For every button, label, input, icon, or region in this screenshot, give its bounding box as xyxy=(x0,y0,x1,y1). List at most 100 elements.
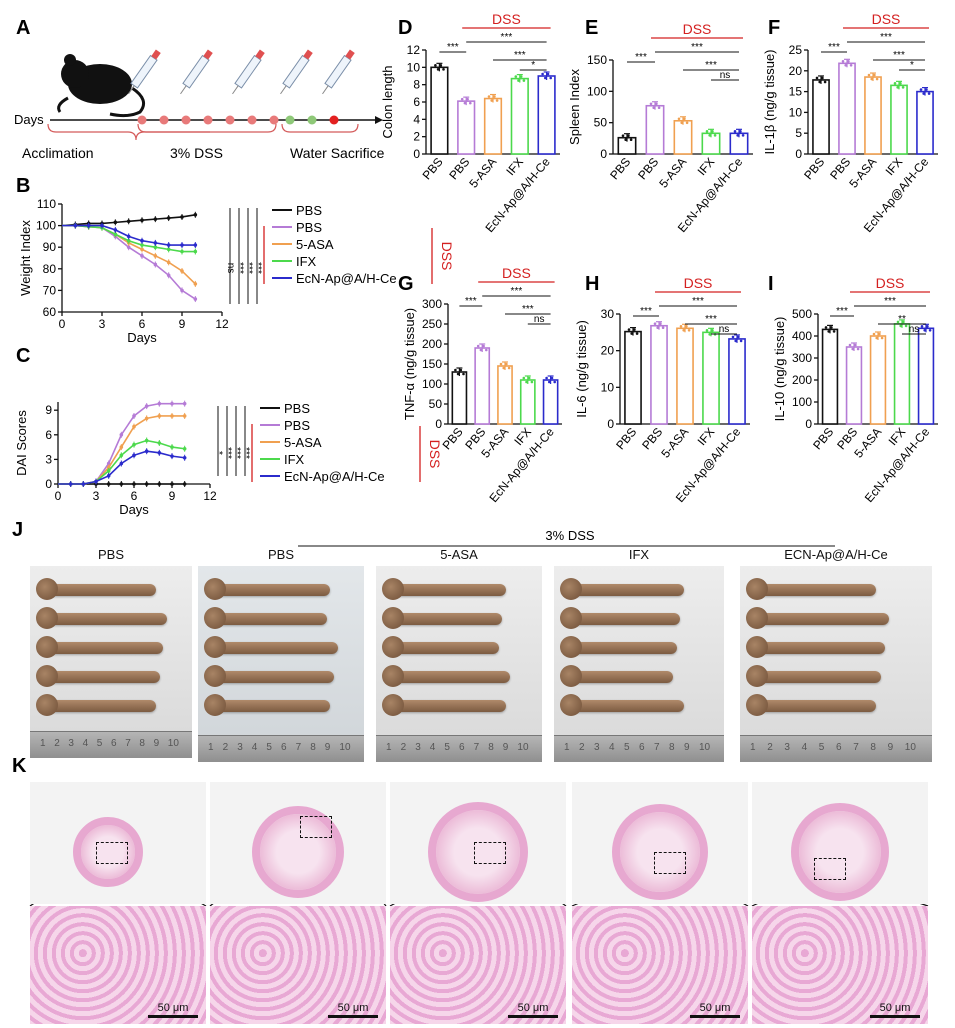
legend-label: PBS xyxy=(296,220,322,235)
panel-i-label: I xyxy=(768,273,774,295)
histology-zoom: 50 μm xyxy=(210,906,386,1024)
bar xyxy=(864,76,882,155)
ruler-digit: 4 xyxy=(609,742,615,753)
sig-label: *** xyxy=(640,306,652,317)
j-dss-label: 3% DSS xyxy=(545,528,594,543)
data-point xyxy=(193,282,198,286)
scale-bar-line xyxy=(690,1015,740,1018)
scale-bar-line xyxy=(148,1015,198,1018)
panel-a: A Days Acclimation 3% DSS Water Sacrific… xyxy=(14,17,385,161)
y-tick-label: 0 xyxy=(413,147,420,161)
data-point xyxy=(476,344,480,348)
bar xyxy=(838,62,856,155)
ruler-digit: 10 xyxy=(167,738,179,749)
zoom-box xyxy=(300,816,332,838)
data-point xyxy=(502,366,506,370)
data-point xyxy=(126,219,131,224)
data-point xyxy=(166,260,171,265)
data-point xyxy=(507,366,511,370)
data-point xyxy=(741,134,745,137)
timeline-dot xyxy=(329,115,339,125)
data-point xyxy=(549,76,552,80)
dss-label: DSS xyxy=(684,275,713,291)
colon-cross-section xyxy=(252,806,344,898)
data-point xyxy=(153,245,158,249)
colon-cecum xyxy=(204,578,226,600)
ruler-digit: 7 xyxy=(295,742,302,753)
bar xyxy=(673,119,693,155)
ruler-digit: 3 xyxy=(594,742,600,753)
sig-label: *** xyxy=(893,50,905,61)
data-point xyxy=(904,324,908,328)
colon-cecum xyxy=(560,694,582,716)
scale-bar: 50 μm xyxy=(148,1002,198,1018)
sig-label: *** xyxy=(692,296,704,307)
data-point xyxy=(685,121,689,125)
ruler-digit: 2 xyxy=(579,742,585,753)
bar xyxy=(845,346,863,425)
data-point xyxy=(731,335,735,339)
ruler-digit: 3 xyxy=(68,738,74,749)
y-tick-label: 0 xyxy=(795,147,802,161)
x-tick-label: 6 xyxy=(139,317,146,331)
syringe-plunger xyxy=(151,49,161,60)
sig-label: *** xyxy=(501,32,513,43)
colon-cecum xyxy=(204,607,226,629)
ruler-digit: 2 xyxy=(767,742,773,753)
colon-cecum xyxy=(382,578,404,600)
data-point xyxy=(94,479,98,484)
legend-label: PBS xyxy=(284,418,310,433)
bar xyxy=(430,66,449,155)
sig-label: *** xyxy=(465,296,477,307)
zoom-box xyxy=(96,842,128,864)
colon-cross-section xyxy=(791,803,889,901)
data-point xyxy=(157,401,162,406)
y-axis-label: DAI Scores xyxy=(14,410,29,476)
colon-specimen xyxy=(382,636,499,658)
zoom-box xyxy=(814,858,846,880)
data-point xyxy=(541,72,544,76)
ruler-digit: 7 xyxy=(654,742,660,753)
data-point xyxy=(875,77,879,81)
colon-specimen xyxy=(560,607,680,629)
data-point xyxy=(550,376,554,380)
data-point xyxy=(144,482,149,486)
colon-specimen xyxy=(560,694,684,716)
y-tick-label: 100 xyxy=(792,395,812,409)
scale-bar-label: 50 μm xyxy=(157,1002,189,1014)
x-axis-label: Days xyxy=(127,330,157,345)
panel-e-label: E xyxy=(585,17,598,39)
colon-photo: 1 2 3 4 5 6 7 8 9 10 xyxy=(376,566,542,762)
bar xyxy=(893,323,911,425)
data-point xyxy=(823,80,827,84)
data-point xyxy=(926,325,929,328)
syringe-plunger xyxy=(303,49,313,60)
data-point xyxy=(463,101,467,105)
data-point xyxy=(522,79,526,82)
data-point xyxy=(896,320,900,324)
ruler-digit: 1 xyxy=(386,742,392,753)
data-point xyxy=(713,134,717,137)
sig-label: *** xyxy=(691,42,703,53)
data-point xyxy=(708,333,711,336)
data-point xyxy=(873,73,876,77)
dss-label: DSS xyxy=(427,440,443,469)
data-point xyxy=(126,245,131,249)
colon-photo: 1 2 3 4 5 6 7 8 9 10 xyxy=(30,566,192,758)
data-point xyxy=(711,329,714,332)
colon-specimen xyxy=(382,578,506,600)
data-point xyxy=(479,348,483,352)
data-point xyxy=(635,332,639,335)
bar xyxy=(916,90,934,155)
syringe-barrel xyxy=(282,54,310,89)
y-tick-label: 150 xyxy=(587,53,607,67)
acclimation-bracket xyxy=(47,123,210,141)
data-point xyxy=(705,329,709,332)
ruler: 1 2 3 4 5 6 7 8 9 10 xyxy=(554,735,724,762)
data-point xyxy=(170,482,174,486)
data-point xyxy=(499,362,503,366)
sig-label: *** xyxy=(231,447,242,459)
y-tick-label: 0 xyxy=(600,147,607,161)
sig-label: *** xyxy=(240,447,251,459)
colon-cecum xyxy=(204,665,226,687)
